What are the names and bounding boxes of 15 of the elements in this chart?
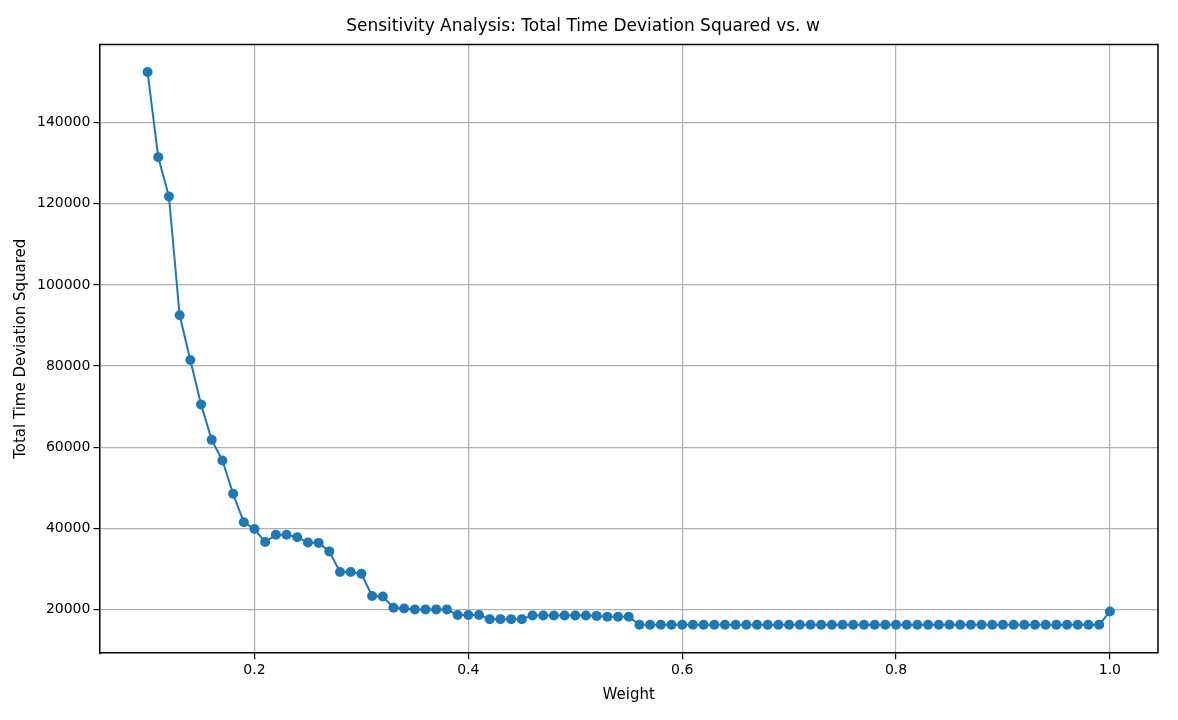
y-tick-label: 120000: [36, 194, 91, 211]
y-tick-label: 80000: [45, 356, 91, 373]
y-tick-label: 40000: [45, 518, 91, 535]
x-tick-label: 0.6: [671, 661, 694, 678]
y-tick-label: 20000: [45, 600, 91, 617]
x-tick-label: 0.8: [884, 661, 908, 678]
x-tick-label: 0.4: [457, 661, 480, 678]
y-tick-label: 140000: [36, 113, 91, 130]
x-axis-title: Weight: [602, 684, 655, 703]
y-tick-label: 100000: [36, 275, 91, 292]
chart-title: Sensitivity Analysis: Total Time Deviation Squared vs. w: [346, 14, 820, 35]
y-axis-title: Total Time Deviation Squared: [10, 238, 29, 460]
y-tick-label: 60000: [45, 437, 91, 454]
x-tick-label: 1.0: [1098, 661, 1122, 678]
x-tick-label: 0.2: [243, 661, 266, 678]
